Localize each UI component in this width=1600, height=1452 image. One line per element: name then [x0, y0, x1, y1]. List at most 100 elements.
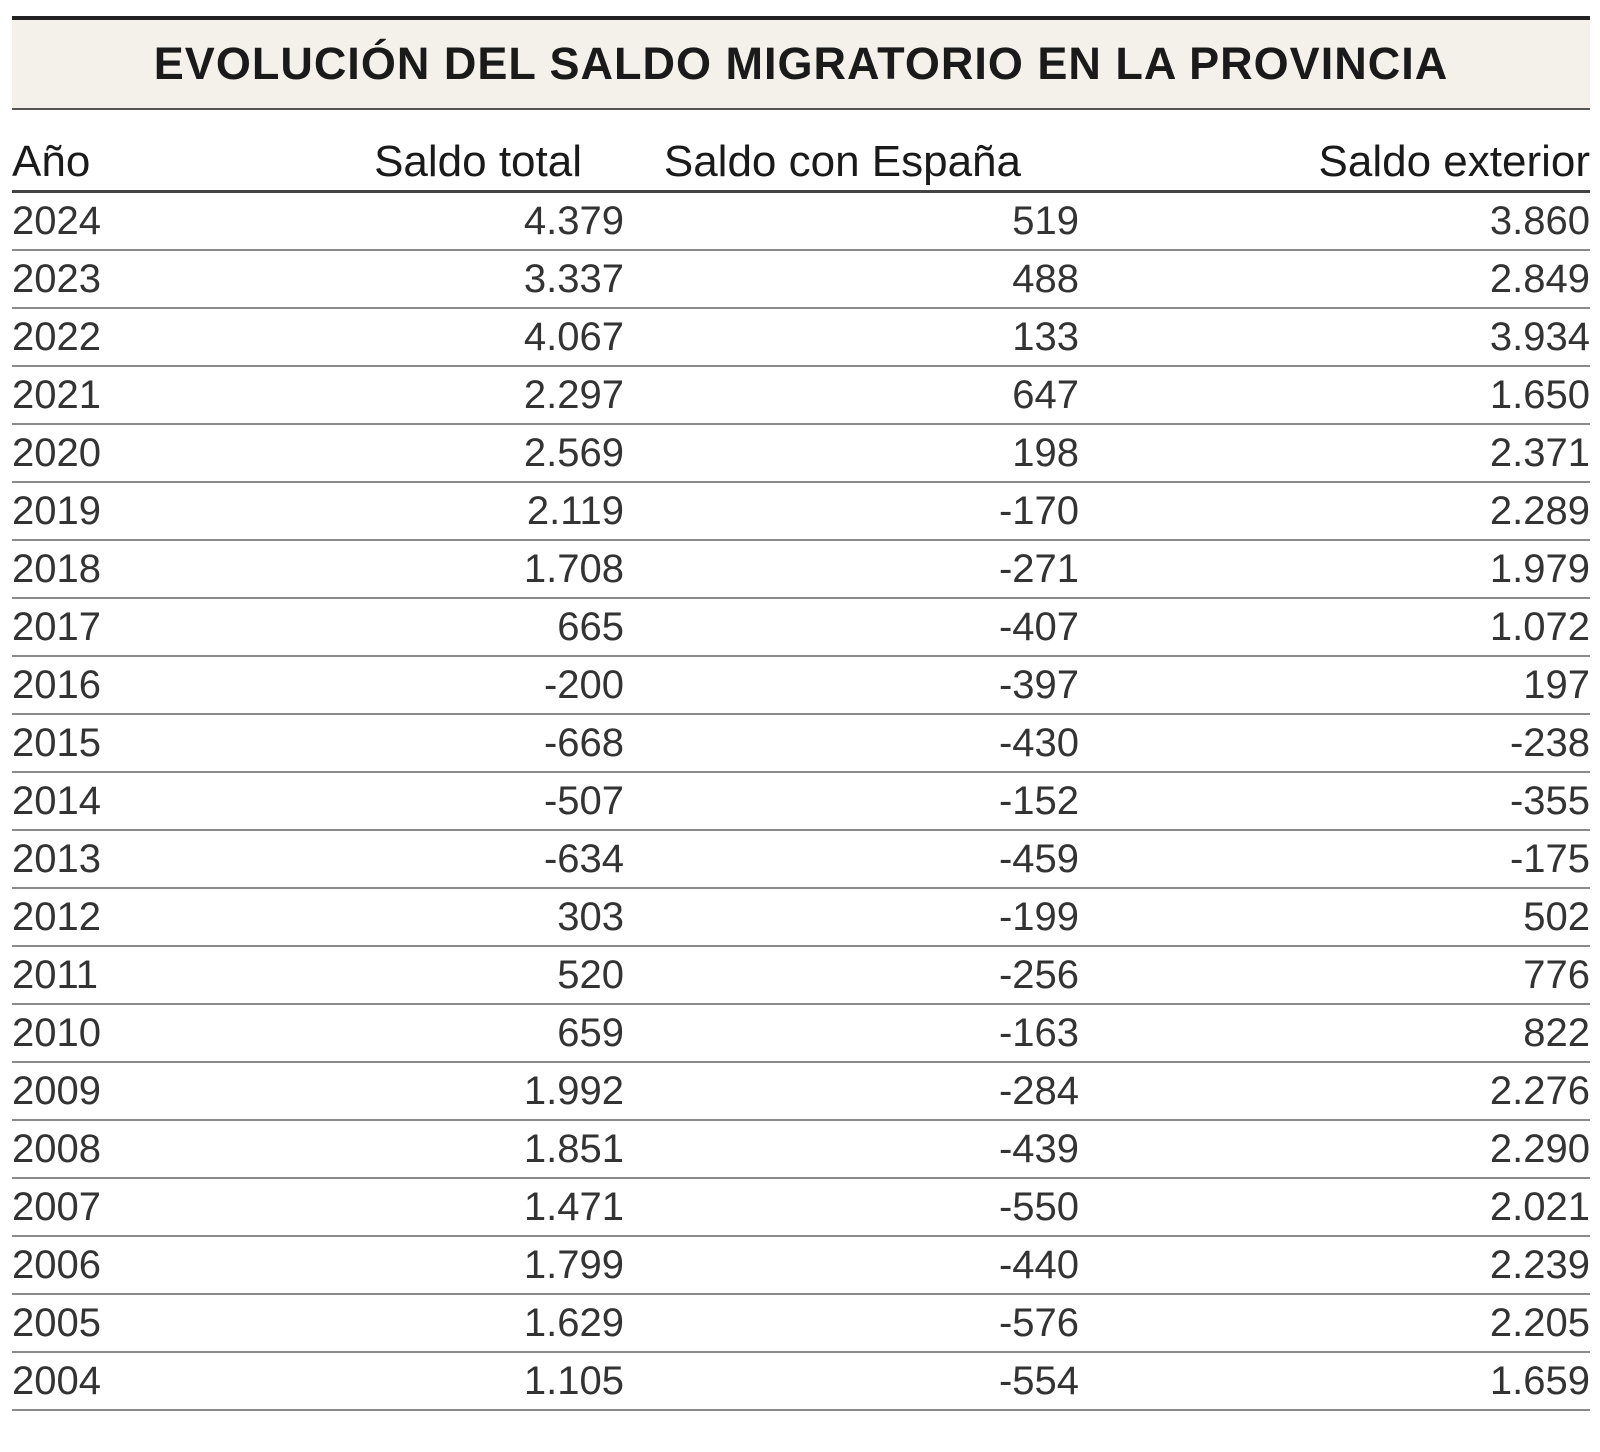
table-cell-year: 2024: [12, 191, 252, 251]
table-cell-saldo-espana: 488: [624, 250, 1079, 309]
table-cell-saldo-espana: -554: [624, 1352, 1079, 1411]
table-cell-saldo-espana: -170: [624, 482, 1079, 541]
table-cell-saldo-total: 659: [252, 1004, 624, 1063]
table-cell-saldo-total: 520: [252, 946, 624, 1005]
table-cell-saldo-total: -507: [252, 772, 624, 831]
table-cell-saldo-total: -634: [252, 830, 624, 889]
table-cell-saldo-espana: -199: [624, 888, 1079, 947]
table-row: 2008 1.851 -439 2.290: [12, 1120, 1590, 1179]
column-header-saldo-exterior: Saldo exterior: [1079, 130, 1590, 193]
table-cell-saldo-espana: 198: [624, 424, 1079, 483]
table-cell-saldo-espana: 519: [624, 191, 1079, 251]
column-header-year: Año: [12, 130, 252, 193]
table-cell-year: 2013: [12, 830, 252, 889]
table-cell-saldo-total: 2.569: [252, 424, 624, 483]
table-cell-saldo-total: 665: [252, 598, 624, 657]
table-cell-year: 2011: [12, 946, 252, 1005]
table-cell-saldo-espana: -576: [624, 1294, 1079, 1353]
table-cell-saldo-exterior: 502: [1079, 888, 1590, 947]
table-cell-saldo-total: 2.119: [252, 482, 624, 541]
table-row: 2021 2.297 647 1.650: [12, 366, 1590, 425]
table-cell-saldo-espana: -407: [624, 598, 1079, 657]
table-cell-saldo-total: 1.708: [252, 540, 624, 599]
table-cell-year: 2010: [12, 1004, 252, 1063]
table-cell-year: 2022: [12, 308, 252, 367]
table-cell-saldo-exterior: 2.371: [1079, 424, 1590, 483]
table-cell-saldo-exterior: 2.849: [1079, 250, 1590, 309]
table-cell-saldo-total: 3.337: [252, 250, 624, 309]
table-cell-year: 2020: [12, 424, 252, 483]
table-cell-saldo-total: -668: [252, 714, 624, 773]
table-cell-year: 2007: [12, 1178, 252, 1237]
table-cell-saldo-total: 1.471: [252, 1178, 624, 1237]
table-cell-saldo-total: 1.992: [252, 1062, 624, 1121]
column-header-saldo-espana: Saldo con España: [624, 130, 1079, 193]
table-row: 2010 659 -163 822: [12, 1004, 1590, 1063]
table-cell-saldo-total: 1.629: [252, 1294, 624, 1353]
table-cell-year: 2012: [12, 888, 252, 947]
table-row: 2016 -200 -397 197: [12, 656, 1590, 715]
table-cell-year: 2004: [12, 1352, 252, 1411]
table-row: 2009 1.992 -284 2.276: [12, 1062, 1590, 1121]
table-cell-saldo-espana: -550: [624, 1178, 1079, 1237]
table-container: EVOLUCIÓN DEL SALDO MIGRATORIO EN LA PRO…: [12, 16, 1590, 1411]
table-cell-year: 2015: [12, 714, 252, 773]
table-cell-saldo-total: 2.297: [252, 366, 624, 425]
table-cell-saldo-exterior: -175: [1079, 830, 1590, 889]
table-row: 2013 -634 -459 -175: [12, 830, 1590, 889]
data-table: Año Saldo total Saldo con España Saldo e…: [12, 130, 1590, 1411]
table-cell-saldo-exterior: -238: [1079, 714, 1590, 773]
column-header-saldo-total: Saldo total: [252, 130, 624, 193]
table-cell-year: 2021: [12, 366, 252, 425]
table-cell-year: 2008: [12, 1120, 252, 1179]
table-title: EVOLUCIÓN DEL SALDO MIGRATORIO EN LA PRO…: [153, 38, 1449, 89]
table-cell-saldo-exterior: 822: [1079, 1004, 1590, 1063]
table-cell-saldo-espana: -439: [624, 1120, 1079, 1179]
table-cell-saldo-exterior: 3.934: [1079, 308, 1590, 367]
table-cell-saldo-espana: -152: [624, 772, 1079, 831]
table-cell-year: 2018: [12, 540, 252, 599]
table-row: 2017 665 -407 1.072: [12, 598, 1590, 657]
table-cell-saldo-espana: -284: [624, 1062, 1079, 1121]
table-cell-year: 2014: [12, 772, 252, 831]
table-row: 2005 1.629 -576 2.205: [12, 1294, 1590, 1353]
table-row: 2011 520 -256 776: [12, 946, 1590, 1005]
table-row: 2019 2.119 -170 2.289: [12, 482, 1590, 541]
table-cell-saldo-exterior: 1.659: [1079, 1352, 1590, 1411]
table-cell-year: 2005: [12, 1294, 252, 1353]
table-cell-saldo-exterior: 2.290: [1079, 1120, 1590, 1179]
table-cell-year: 2016: [12, 656, 252, 715]
table-cell-saldo-espana: 133: [624, 308, 1079, 367]
table-cell-saldo-espana: -271: [624, 540, 1079, 599]
table-row: 2006 1.799 -440 2.239: [12, 1236, 1590, 1295]
table-cell-saldo-total: 1.851: [252, 1120, 624, 1179]
table-cell-saldo-total: 1.105: [252, 1352, 624, 1411]
table-row: 2022 4.067 133 3.934: [12, 308, 1590, 367]
table-cell-saldo-espana: -430: [624, 714, 1079, 773]
table-row: 2014 -507 -152 -355: [12, 772, 1590, 831]
table-row: 2015 -668 -430 -238: [12, 714, 1590, 773]
title-band: EVOLUCIÓN DEL SALDO MIGRATORIO EN LA PRO…: [12, 16, 1590, 110]
table-cell-saldo-exterior: 1.979: [1079, 540, 1590, 599]
table-cell-saldo-exterior: 3.860: [1079, 191, 1590, 251]
table-body: 2024 4.379 519 3.860 2023 3.337 488 2.849 2022 4.…: [12, 191, 1590, 1411]
table-cell-year: 2023: [12, 250, 252, 309]
table-cell-year: 2019: [12, 482, 252, 541]
table-cell-year: 2009: [12, 1062, 252, 1121]
table-cell-saldo-exterior: 2.276: [1079, 1062, 1590, 1121]
table-cell-saldo-exterior: 197: [1079, 656, 1590, 715]
table-row: 2024 4.379 519 3.860: [12, 191, 1590, 251]
table-cell-saldo-exterior: 1.072: [1079, 598, 1590, 657]
table-cell-saldo-exterior: 2.205: [1079, 1294, 1590, 1353]
table-cell-saldo-total: 4.379: [252, 191, 624, 251]
table-row: 2020 2.569 198 2.371: [12, 424, 1590, 483]
table-cell-saldo-total: 1.799: [252, 1236, 624, 1295]
table-cell-saldo-espana: -163: [624, 1004, 1079, 1063]
table-cell-saldo-exterior: 776: [1079, 946, 1590, 1005]
table-cell-saldo-exterior: 2.289: [1079, 482, 1590, 541]
table-cell-saldo-total: 303: [252, 888, 624, 947]
table-row: 2007 1.471 -550 2.021: [12, 1178, 1590, 1237]
table-row: 2023 3.337 488 2.849: [12, 250, 1590, 309]
table-cell-saldo-total: 4.067: [252, 308, 624, 367]
table-cell-saldo-total: -200: [252, 656, 624, 715]
